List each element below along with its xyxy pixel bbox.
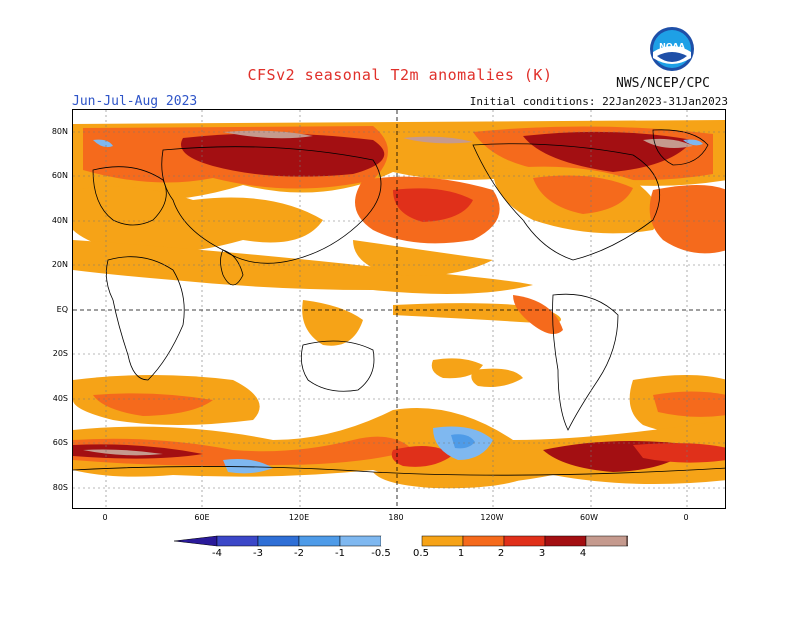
colorbar-cell xyxy=(216,535,259,547)
agency-label: NWS/NCEP/CPC xyxy=(616,76,710,91)
anomaly-tropic-north xyxy=(73,240,533,294)
lon-label-60w: 60W xyxy=(579,513,599,522)
colorbar-cell xyxy=(585,535,628,547)
lat-label-40s: 40S xyxy=(52,394,68,403)
lon-label-60e: 60E xyxy=(194,513,210,522)
anomaly-north-pacific-core xyxy=(393,188,473,222)
colorbar-label-1: 1 xyxy=(457,548,465,559)
coastlines xyxy=(73,129,725,476)
anomaly-na-mid-strong xyxy=(533,175,633,214)
anomaly-south-pacific-blob xyxy=(431,358,483,379)
map-title: CFSv2 seasonal T2m anomalies (K) xyxy=(247,66,553,84)
lon-label-0-east: 0 xyxy=(683,513,689,522)
colorbar-arrow-low xyxy=(174,535,218,547)
anomaly-europe-asia-mid xyxy=(73,186,323,254)
anomaly-siberia-core xyxy=(181,133,385,177)
lat-label-80n: 80N xyxy=(51,127,68,136)
noaa-logo-icon: NOAA xyxy=(650,27,694,71)
anomaly-map-svg xyxy=(73,110,725,508)
lon-label-120w: 120W xyxy=(480,513,504,522)
anomaly-south-atlantic-strong xyxy=(653,391,725,417)
colorbar-label-minus4: -4 xyxy=(212,548,222,559)
colorbar-cell xyxy=(462,535,505,547)
lat-label-20s: 20S xyxy=(52,349,68,358)
anomaly-map xyxy=(72,109,726,509)
colorbar-label-3: 3 xyxy=(538,548,546,559)
colorbar-label-minus3: -3 xyxy=(253,548,263,559)
colorbar xyxy=(174,535,628,547)
anomaly-maritime-continent xyxy=(302,300,363,346)
lat-label-40n: 40N xyxy=(51,216,68,225)
colorbar-label-minus1: -1 xyxy=(335,548,345,559)
colorbar-cell xyxy=(544,535,587,547)
lat-label-20n: 20N xyxy=(51,260,68,269)
lat-label-60n: 60N xyxy=(51,171,68,180)
colorbar-cell xyxy=(257,535,300,547)
anomaly-southern-ocean-brown xyxy=(83,449,163,456)
season-label: Jun-Jul-Aug 2023 xyxy=(72,94,198,109)
negative-anomaly-arctic-1 xyxy=(93,139,113,148)
anomaly-southern-ocean-strong xyxy=(73,436,413,466)
lat-label-60s: 60S xyxy=(52,438,68,447)
reference-lines xyxy=(73,110,725,508)
colorbar-label-4: 4 xyxy=(579,548,587,559)
anomaly-greenland-brown xyxy=(643,138,693,148)
lon-label-180: 180 xyxy=(388,513,404,522)
anomaly-pacific-tropic xyxy=(353,240,493,276)
anomaly-antarctic-coast xyxy=(373,469,533,489)
colorbar-arrow-high xyxy=(626,535,628,547)
colorbar-cell xyxy=(381,536,422,546)
colorbar-label-minus2: -2 xyxy=(294,548,304,559)
colorbar-cell xyxy=(298,535,341,547)
negative-anomaly-south-pacific-core xyxy=(451,434,475,449)
initial-conditions-label: Initial conditions: 22Jan2023-31Jan2023 xyxy=(469,95,728,108)
lat-label-80s: 80S xyxy=(52,483,68,492)
colorbar-cell xyxy=(421,535,464,547)
colorbar-cell xyxy=(339,535,382,547)
anomaly-arctic-brown-1 xyxy=(223,130,313,139)
anomaly-atlantic-north xyxy=(649,185,725,254)
negative-anomaly-arctic-2 xyxy=(683,139,703,146)
colorbar-label-2: 2 xyxy=(497,548,505,559)
lon-label-120e: 120E xyxy=(288,513,310,522)
anomaly-ross-sea xyxy=(391,446,453,467)
lon-label-0: 0 xyxy=(102,513,108,522)
anomaly-south-america-coast xyxy=(513,295,563,334)
logo-text: NOAA xyxy=(659,42,685,51)
negative-anomaly-antarctic xyxy=(223,459,273,474)
anomaly-south-pacific-blob2 xyxy=(471,368,523,387)
anomaly-south-atlantic-core2 xyxy=(633,443,725,463)
lat-label-eq: EQ xyxy=(56,305,68,314)
anomaly-arctic-brown-2 xyxy=(403,136,473,144)
colorbar-label-minus0-5: -0.5 xyxy=(371,548,391,559)
colorbar-cell xyxy=(503,535,546,547)
colorbar-label-0-5: 0.5 xyxy=(413,548,429,559)
